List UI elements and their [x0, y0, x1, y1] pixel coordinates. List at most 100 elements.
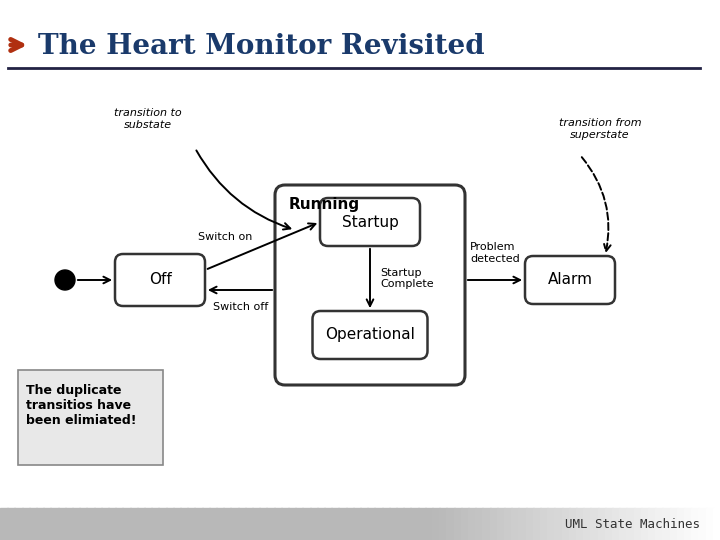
Bar [295, 508, 303, 540]
Bar [209, 508, 217, 540]
Bar [194, 508, 202, 540]
Bar [144, 508, 152, 540]
Bar [432, 508, 440, 540]
Text: Alarm: Alarm [547, 273, 593, 287]
Bar [72, 508, 80, 540]
Text: Running: Running [289, 197, 360, 212]
Bar [410, 508, 418, 540]
Bar [36, 508, 44, 540]
Bar [274, 508, 282, 540]
Bar [166, 508, 174, 540]
Bar [468, 508, 476, 540]
Bar [324, 508, 332, 540]
Circle shape [55, 270, 75, 290]
Bar [439, 508, 447, 540]
Bar [317, 508, 325, 540]
Bar [338, 508, 346, 540]
Bar [22, 508, 30, 540]
Bar [648, 508, 656, 540]
Bar [367, 508, 375, 540]
Bar [353, 508, 361, 540]
Bar [540, 508, 548, 540]
Bar [389, 508, 397, 540]
Bar [266, 508, 274, 540]
Bar [374, 508, 382, 540]
Bar [461, 508, 469, 540]
Bar [238, 508, 246, 540]
Text: transition from
superstate: transition from superstate [559, 118, 642, 140]
Bar [173, 508, 181, 540]
Bar [58, 508, 66, 540]
Bar [497, 508, 505, 540]
Bar [504, 508, 512, 540]
FancyBboxPatch shape [525, 256, 615, 304]
Bar [29, 508, 37, 540]
Bar [511, 508, 519, 540]
Bar [547, 508, 555, 540]
Bar [288, 508, 296, 540]
Bar [86, 508, 94, 540]
FancyBboxPatch shape [18, 370, 163, 465]
Bar [655, 508, 663, 540]
Bar [569, 508, 577, 540]
Bar [115, 508, 123, 540]
Bar [0, 508, 8, 540]
Bar [108, 508, 116, 540]
Bar [14, 508, 22, 540]
Bar [331, 508, 339, 540]
Bar [281, 508, 289, 540]
Bar [216, 508, 224, 540]
Bar [713, 508, 720, 540]
Bar [245, 508, 253, 540]
Text: Off: Off [148, 273, 171, 287]
Bar [43, 508, 51, 540]
Bar [612, 508, 620, 540]
Bar [346, 508, 354, 540]
Bar [122, 508, 130, 540]
Bar [706, 508, 714, 540]
Text: The duplicate
transitios have
been elimiated!: The duplicate transitios have been elimi… [26, 384, 137, 427]
Bar [576, 508, 584, 540]
Bar [230, 508, 238, 540]
Bar [202, 508, 210, 540]
Bar [626, 508, 634, 540]
Bar [50, 508, 58, 540]
Bar [533, 508, 541, 540]
FancyBboxPatch shape [275, 185, 465, 385]
Bar [598, 508, 606, 540]
Text: The Heart Monitor Revisited: The Heart Monitor Revisited [38, 33, 485, 60]
Bar [641, 508, 649, 540]
Text: Startup: Startup [341, 214, 398, 230]
Bar [403, 508, 411, 540]
Text: Startup
Complete: Startup Complete [380, 268, 433, 289]
Bar [518, 508, 526, 540]
Bar [634, 508, 642, 540]
Bar [677, 508, 685, 540]
Bar [151, 508, 159, 540]
Text: transition to
substate: transition to substate [114, 109, 182, 130]
Bar [259, 508, 267, 540]
Bar [526, 508, 534, 540]
Bar [252, 508, 260, 540]
Bar [684, 508, 692, 540]
Text: Operational: Operational [325, 327, 415, 342]
Bar [446, 508, 454, 540]
Bar [65, 508, 73, 540]
Bar [691, 508, 699, 540]
Bar [101, 508, 109, 540]
Text: Problem
detected: Problem detected [470, 242, 520, 264]
Bar [619, 508, 627, 540]
Bar [187, 508, 195, 540]
Bar [130, 508, 138, 540]
Bar [590, 508, 598, 540]
Text: UML State Machines: UML State Machines [565, 517, 700, 530]
Bar [605, 508, 613, 540]
Bar [79, 508, 87, 540]
Bar [490, 508, 498, 540]
Bar [137, 508, 145, 540]
Bar [310, 508, 318, 540]
Bar [223, 508, 231, 540]
Bar [7, 508, 15, 540]
Bar [554, 508, 562, 540]
Bar [180, 508, 188, 540]
